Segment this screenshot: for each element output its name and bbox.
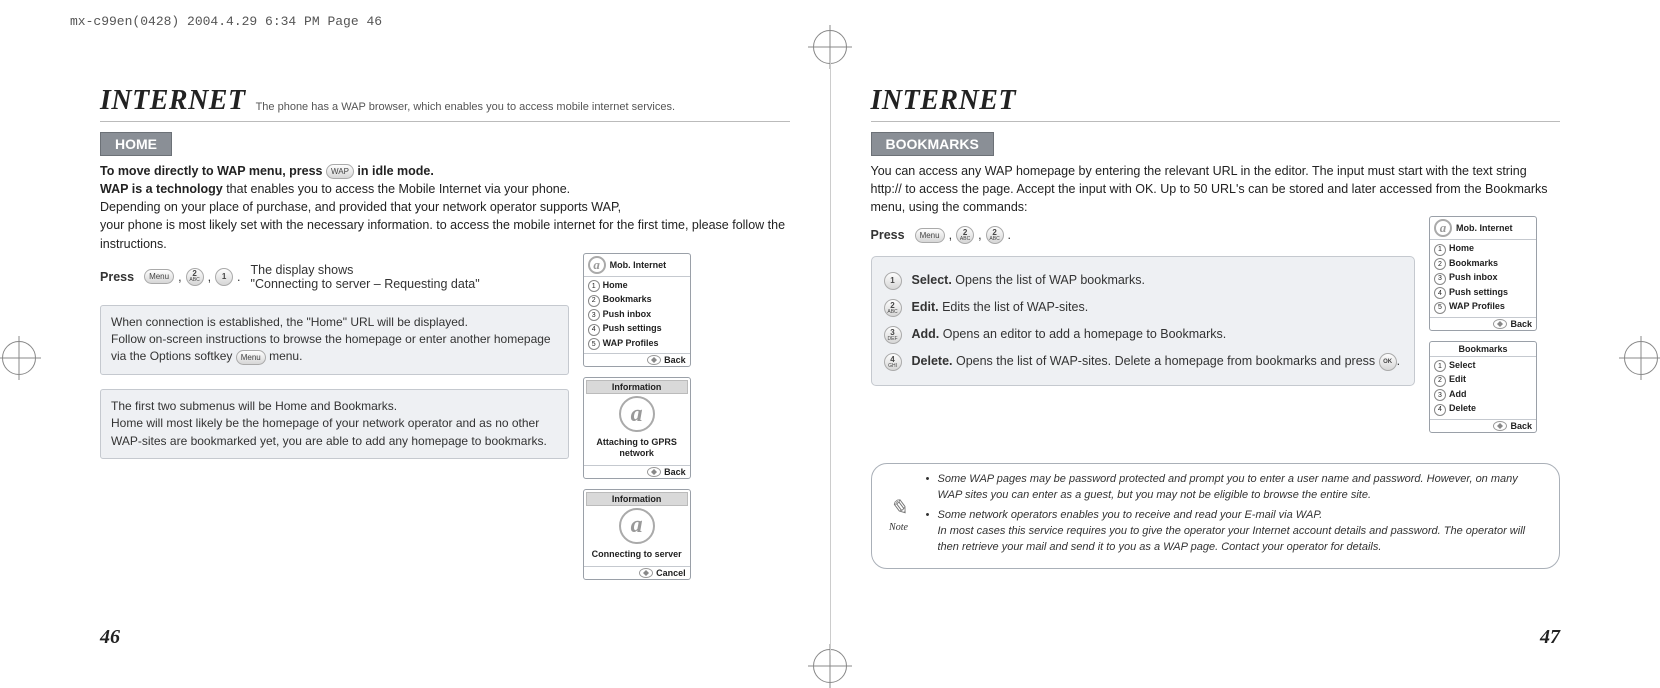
intro-line-3: Depending on your place of purchase, and…: [100, 200, 621, 214]
intro-strong-1: To move directly to WAP menu, press: [100, 164, 326, 178]
press-instruction: Press Menu, 2ABC, 2ABC .: [871, 226, 1416, 244]
phone-menu-item: Push settings: [584, 322, 690, 337]
info-box-submenus: The first two submenus will be Home and …: [100, 389, 569, 459]
command-row: 1Select. Opens the list of WAP bookmarks…: [884, 267, 1403, 294]
intro-strong-2: WAP is a technology: [100, 182, 223, 196]
intro-line-4: your phone is most likely set with the n…: [100, 218, 785, 250]
section-tab-home: HOME: [100, 132, 172, 156]
phone-info-bar: Information: [586, 492, 688, 506]
display-message: "Connecting to server – Requesting data": [251, 277, 480, 291]
command-row: 4GHIDelete. Opens the list of WAP-sites.…: [884, 348, 1403, 375]
phone-title: Mob. Internet: [1456, 223, 1513, 233]
phone-menu-item: WAP Profiles: [1430, 300, 1536, 315]
command-row: 2ABCEdit. Edits the list of WAP-sites.: [884, 294, 1403, 321]
note-icon: ✎ Note: [882, 496, 916, 535]
print-header: mx-c99en(0428) 2004.4.29 6:34 PM Page 46: [70, 14, 382, 29]
page-title: INTERNET: [871, 85, 1017, 117]
key-2-icon: 2ABC: [884, 299, 902, 317]
phone-screen-connecting: Information a Connecting to server Cance…: [583, 489, 691, 580]
page-title: INTERNET: [100, 85, 246, 117]
page-number: 46: [100, 626, 120, 649]
intro-text: To move directly to WAP menu, press WAP …: [100, 162, 790, 253]
note-item: Some network operators enables you to re…: [926, 508, 1546, 556]
phone-title: Mob. Internet: [610, 260, 667, 270]
phone-screen-attaching: Information a Attaching to GPRS network …: [583, 377, 691, 479]
key-2-icon: 2ABC: [186, 268, 204, 286]
section-tab-bookmarks: BOOKMARKS: [871, 132, 994, 156]
nav-ring-icon: [647, 355, 661, 365]
phone-menu-item: Add: [1430, 388, 1536, 403]
ok-key-icon: OK: [1379, 353, 1397, 371]
page-title-row: INTERNET: [871, 85, 1561, 122]
page-46: INTERNET The phone has a WAP browser, wh…: [60, 60, 831, 655]
page-spread: INTERNET The phone has a WAP browser, wh…: [60, 60, 1600, 655]
phone-screen-mob-internet: a Mob. Internet HomeBookmarksPush inboxP…: [1429, 216, 1537, 331]
nav-ring-icon: [1493, 319, 1507, 329]
registration-mark-icon: [2, 341, 36, 375]
phone-info-msg: Attaching to GPRS network: [586, 434, 688, 463]
page-title-row: INTERNET The phone has a WAP browser, wh…: [100, 85, 790, 122]
display-shows-label: The display shows: [251, 263, 354, 277]
phone-menu-item: Home: [584, 279, 690, 294]
menu-key-icon: Menu: [144, 269, 174, 284]
phone-menu-item: Push inbox: [584, 308, 690, 323]
at-sign-icon: a: [588, 256, 606, 274]
nav-ring-icon: [647, 467, 661, 477]
phone-screen-bookmarks: Bookmarks SelectEditAddDelete Back: [1429, 341, 1537, 433]
command-row: 3DEFAdd. Opens an editor to add a homepa…: [884, 321, 1403, 348]
key-1-icon: 1: [884, 272, 902, 290]
note-box: ✎ Note Some WAP pages may be password pr…: [871, 463, 1561, 569]
phone-title: Bookmarks: [1458, 344, 1507, 354]
info-box-connection: When connection is established, the "Hom…: [100, 305, 569, 375]
press-period: .: [237, 270, 240, 284]
phone-menu-item: Push inbox: [1430, 271, 1536, 286]
phone-screen-mob-internet: a Mob. Internet HomeBookmarksPush inboxP…: [583, 253, 691, 368]
phone-info-bar: Information: [586, 380, 688, 394]
pencil-hand-icon: ✎: [882, 496, 916, 518]
wap-key-icon: WAP: [326, 164, 354, 179]
at-sign-icon: a: [1434, 219, 1452, 237]
page-number: 47: [1540, 626, 1560, 649]
phone-menu-item: Bookmarks: [1430, 257, 1536, 272]
intro-text: You can access any WAP homepage by enter…: [871, 162, 1561, 216]
phone-menu-item: Edit: [1430, 373, 1536, 388]
phone-info-msg: Connecting to server: [586, 546, 688, 564]
page-subtitle: The phone has a WAP browser, which enabl…: [256, 101, 675, 117]
phone-menu-item: Bookmarks: [584, 293, 690, 308]
registration-mark-icon: [1624, 341, 1658, 375]
phone-softkey-back: Back: [1510, 421, 1532, 431]
nav-ring-icon: [1493, 421, 1507, 431]
phone-softkey-back: Back: [1510, 319, 1532, 329]
phone-softkey-cancel: Cancel: [656, 568, 686, 578]
key-2-icon: 2ABC: [986, 226, 1004, 244]
phone-softkey-back: Back: [664, 355, 686, 365]
press-period: .: [1008, 228, 1011, 242]
registration-mark-icon: [813, 30, 847, 64]
note-item: Some WAP pages may be password protected…: [926, 472, 1546, 504]
press-label: Press: [871, 228, 905, 242]
phone-menu-item: Delete: [1430, 402, 1536, 417]
intro-tail-2: that enables you to access the Mobile In…: [223, 182, 570, 196]
at-sign-icon: a: [619, 396, 655, 432]
note-label: Note: [882, 520, 916, 535]
phone-menu-item: Push settings: [1430, 286, 1536, 301]
page-47: INTERNET BOOKMARKS You can access any WA…: [831, 60, 1601, 655]
menu-key-icon: Menu: [915, 228, 945, 243]
phone-menu-item: WAP Profiles: [584, 337, 690, 352]
press-label: Press: [100, 270, 134, 284]
phone-softkey-back: Back: [664, 467, 686, 477]
commands-panel: 1Select. Opens the list of WAP bookmarks…: [871, 256, 1416, 386]
press-instruction: Press Menu, 2ABC, 1 . The display shows …: [100, 263, 569, 291]
key-4-icon: 4GHI: [884, 353, 902, 371]
key-2-icon: 2ABC: [956, 226, 974, 244]
intro-tail-1: in idle mode.: [357, 164, 433, 178]
menu-key-icon: Menu: [236, 350, 266, 365]
nav-ring-icon: [639, 568, 653, 578]
phone-menu-item: Select: [1430, 359, 1536, 374]
at-sign-icon: a: [619, 508, 655, 544]
key-1-icon: 1: [215, 268, 233, 286]
key-3-icon: 3DEF: [884, 326, 902, 344]
phone-menu-item: Home: [1430, 242, 1536, 257]
